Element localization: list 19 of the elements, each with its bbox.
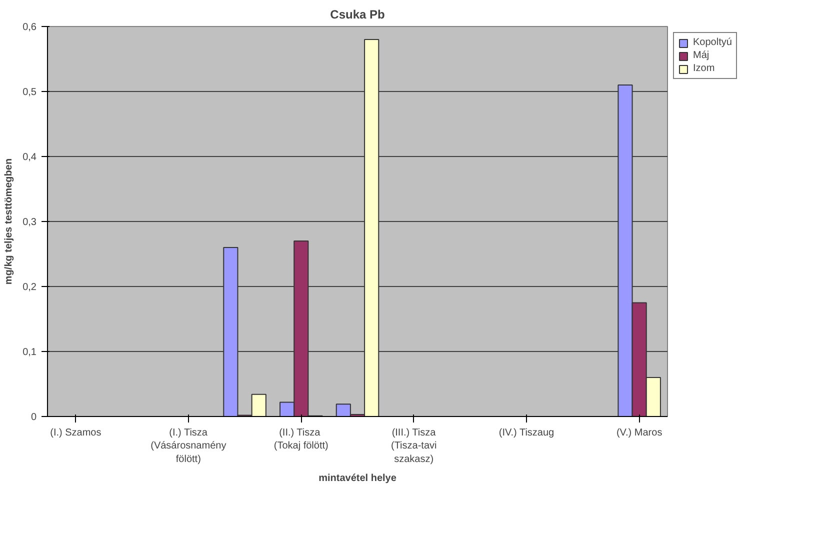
x-tick-label: (I.) Tisza (Vásárosnamény fölött): [150, 428, 226, 465]
x-tick-label: (II.) Tisza (Tokaj fölött): [274, 428, 328, 452]
y-tick-label: 0,3: [22, 217, 37, 228]
y-tick-label: 0,4: [22, 152, 37, 163]
chart-title: Csuka Pb: [330, 8, 385, 22]
x-tick-label: (IV.) Tiszaug: [498, 428, 554, 438]
x-tick-label: (III.) Tisza (Tisza-tavi szakasz): [390, 428, 437, 465]
y-tick-label: 0,5: [22, 87, 37, 98]
y-tick-label: 0,6: [22, 22, 37, 33]
x-axis-title: mintavétel helye: [318, 472, 397, 484]
y-tick-label: 0: [30, 412, 37, 423]
y-axis-title: mg/kg teljes testtömegben: [4, 158, 15, 285]
x-tick-label: (I.) Szamos: [50, 428, 102, 438]
x-tick-label: (V.) Maros: [616, 428, 662, 438]
legend-label: Máj: [693, 50, 710, 61]
y-tick-label: 0,2: [22, 282, 37, 293]
legend-label: Izom: [693, 63, 715, 74]
legend-label: Kopoltyú: [693, 37, 732, 48]
y-tick-label: 0,1: [22, 347, 37, 358]
